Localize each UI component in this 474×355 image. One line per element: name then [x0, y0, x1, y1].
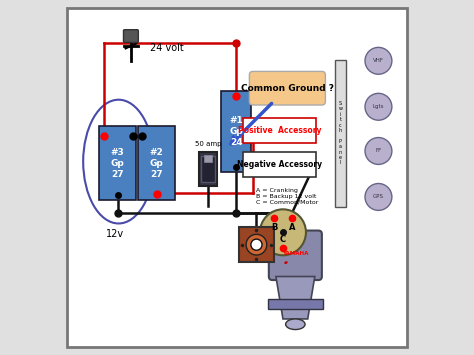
FancyBboxPatch shape [201, 155, 215, 182]
Text: 50 amp: 50 amp [195, 141, 221, 147]
Text: S
w
i
t
c
h
 
P
a
n
e
l: S w i t c h P a n e l [338, 101, 342, 165]
Text: A: A [289, 223, 295, 231]
FancyBboxPatch shape [204, 155, 212, 162]
Text: #1
Gp
24: #1 Gp 24 [229, 116, 243, 147]
FancyBboxPatch shape [243, 152, 316, 177]
Text: 12v: 12v [106, 229, 124, 239]
FancyBboxPatch shape [199, 152, 217, 186]
Circle shape [260, 209, 306, 255]
Circle shape [251, 239, 262, 250]
Text: Negative Accessory: Negative Accessory [237, 160, 322, 169]
FancyBboxPatch shape [269, 230, 322, 280]
FancyBboxPatch shape [67, 8, 407, 347]
Text: GPS: GPS [373, 195, 384, 200]
Circle shape [246, 234, 267, 255]
Circle shape [365, 184, 392, 211]
Text: C: C [280, 235, 286, 244]
Text: #3
Gp
27: #3 Gp 27 [111, 148, 125, 179]
FancyBboxPatch shape [335, 60, 346, 207]
Text: #2
Gp
27: #2 Gp 27 [150, 148, 164, 179]
Text: Lgts: Lgts [373, 104, 384, 109]
FancyBboxPatch shape [239, 227, 274, 262]
FancyBboxPatch shape [124, 30, 138, 42]
Text: A = Cranking
B = Backup 12 volt
C = Common/Motor: A = Cranking B = Backup 12 volt C = Comm… [256, 188, 319, 205]
Text: YAMAHA: YAMAHA [282, 251, 309, 256]
Text: Positive  Accessory: Positive Accessory [237, 126, 321, 135]
Circle shape [365, 137, 392, 164]
Circle shape [365, 47, 392, 74]
FancyBboxPatch shape [99, 126, 136, 201]
Text: VHF: VHF [373, 58, 384, 63]
FancyBboxPatch shape [221, 91, 251, 172]
Polygon shape [276, 277, 315, 319]
Ellipse shape [286, 319, 305, 329]
FancyBboxPatch shape [249, 71, 326, 105]
FancyBboxPatch shape [243, 118, 316, 143]
FancyBboxPatch shape [138, 126, 175, 201]
Text: B: B [271, 223, 277, 231]
Text: 24 volt: 24 volt [150, 43, 184, 54]
Text: FF: FF [375, 148, 382, 153]
FancyBboxPatch shape [268, 299, 323, 309]
Text: Common Ground ?: Common Ground ? [241, 84, 334, 93]
Circle shape [365, 93, 392, 120]
